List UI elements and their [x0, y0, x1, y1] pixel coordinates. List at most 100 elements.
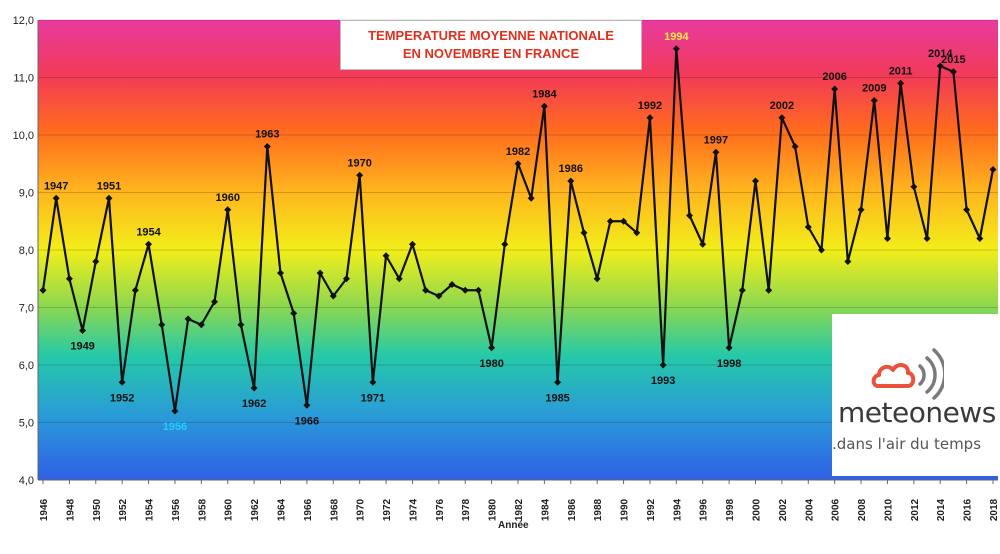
x-tick-label: 1980	[488, 498, 499, 521]
year-annotation: 1951	[97, 180, 121, 192]
logo-name: meteonews	[838, 396, 996, 429]
data-point	[672, 45, 680, 53]
data-point	[778, 114, 786, 122]
data-point	[963, 206, 971, 214]
year-annotation: 1985	[545, 392, 569, 404]
data-point	[910, 183, 918, 191]
data-point	[501, 240, 509, 248]
y-tick-label: 12,0	[13, 15, 34, 27]
x-tick-label: 1994	[672, 498, 683, 521]
data-point	[171, 407, 179, 415]
data-point	[831, 85, 839, 93]
data-point	[448, 281, 456, 288]
year-annotation: 1984	[532, 88, 557, 100]
data-point	[197, 321, 205, 329]
year-annotation: 1956	[163, 421, 187, 433]
x-tick-label: 2006	[831, 498, 842, 521]
data-point	[686, 212, 694, 219]
year-annotation: 1971	[361, 392, 385, 404]
data-point	[633, 229, 641, 237]
year-annotation: 2009	[862, 83, 886, 95]
data-point	[237, 321, 245, 329]
x-tick-label: 1996	[699, 498, 710, 521]
data-point	[435, 292, 443, 300]
data-point	[923, 235, 931, 242]
x-tick-label: 1958	[197, 498, 208, 521]
year-annotation: 1986	[559, 163, 583, 175]
data-point	[897, 79, 905, 87]
year-annotation: 2011	[889, 65, 913, 77]
data-point	[765, 286, 773, 294]
x-tick-label: 1966	[303, 498, 314, 521]
year-annotation: 1952	[110, 392, 134, 404]
year-annotation: 1992	[638, 100, 662, 112]
data-point	[646, 114, 654, 122]
data-point	[263, 143, 271, 150]
data-point	[804, 223, 812, 231]
x-axis-label: Année	[498, 520, 529, 531]
data-point	[105, 194, 113, 202]
x-tick-label: 1976	[435, 498, 446, 521]
year-annotation: 2015	[941, 54, 965, 66]
x-tick-label: 1992	[646, 498, 657, 521]
meteonews-logo: meteonews .dans l'air du temps	[832, 314, 998, 476]
data-point	[620, 217, 628, 225]
data-point	[329, 292, 337, 300]
x-tick-label: 1956	[171, 498, 182, 521]
data-point	[422, 286, 430, 294]
x-tick-label: 1950	[92, 498, 103, 521]
x-tick-label: 1960	[224, 498, 235, 521]
x-tick-label: 2014	[936, 498, 947, 521]
data-point	[158, 321, 166, 329]
data-point	[92, 258, 100, 265]
year-annotation: 1994	[664, 31, 689, 43]
x-tick-label: 2012	[910, 498, 921, 521]
data-point	[738, 286, 746, 294]
data-point	[277, 269, 284, 277]
data-point	[870, 97, 878, 104]
data-point	[554, 378, 562, 386]
x-tick-label: 2018	[989, 498, 1000, 521]
x-tick-label: 1946	[39, 498, 50, 521]
data-point	[976, 235, 984, 242]
x-tick-label: 1988	[593, 498, 604, 521]
year-annotation: 1970	[347, 157, 371, 169]
data-point	[250, 384, 258, 392]
data-point	[989, 166, 997, 173]
logo-tagline: .dans l'air du temps	[832, 435, 982, 453]
data-point	[593, 275, 601, 283]
data-point	[395, 275, 403, 283]
data-point	[725, 344, 733, 352]
year-annotation: 1949	[70, 341, 94, 353]
data-point	[303, 401, 311, 409]
data-point	[184, 315, 192, 323]
data-point	[567, 177, 575, 185]
data-point	[883, 235, 891, 242]
year-annotation: 1960	[215, 192, 239, 204]
x-tick-label: 1984	[540, 498, 551, 521]
data-point	[659, 361, 667, 369]
data-points	[39, 45, 997, 415]
x-tick-label: 2002	[778, 498, 789, 521]
data-point	[290, 309, 298, 317]
year-annotation: 1954	[136, 226, 161, 238]
y-tick-label: 6,0	[19, 360, 34, 372]
year-annotation: 1980	[479, 358, 503, 370]
x-tick-label: 1964	[277, 498, 288, 521]
chart-title-line-2: EN NOVEMBRE EN FRANCE	[402, 46, 580, 61]
y-tick-label: 10,0	[13, 130, 34, 142]
cloud-signal-icon	[871, 348, 944, 400]
data-point	[857, 206, 865, 214]
year-annotation: 1982	[506, 146, 530, 158]
y-tick-label: 9,0	[19, 188, 34, 200]
year-annotation: 2014	[928, 48, 953, 60]
chart-title-box: TEMPERATURE MOYENNE NATIONALE EN NOVEMBR…	[340, 20, 642, 70]
x-tick-label: 1998	[725, 498, 736, 521]
data-point	[52, 194, 60, 202]
x-tick-label: 1970	[356, 498, 367, 521]
data-point	[514, 160, 522, 168]
x-tick-label: 2016	[963, 498, 974, 521]
y-tick-label: 7,0	[19, 303, 34, 315]
x-tick-label: 2000	[752, 498, 763, 521]
